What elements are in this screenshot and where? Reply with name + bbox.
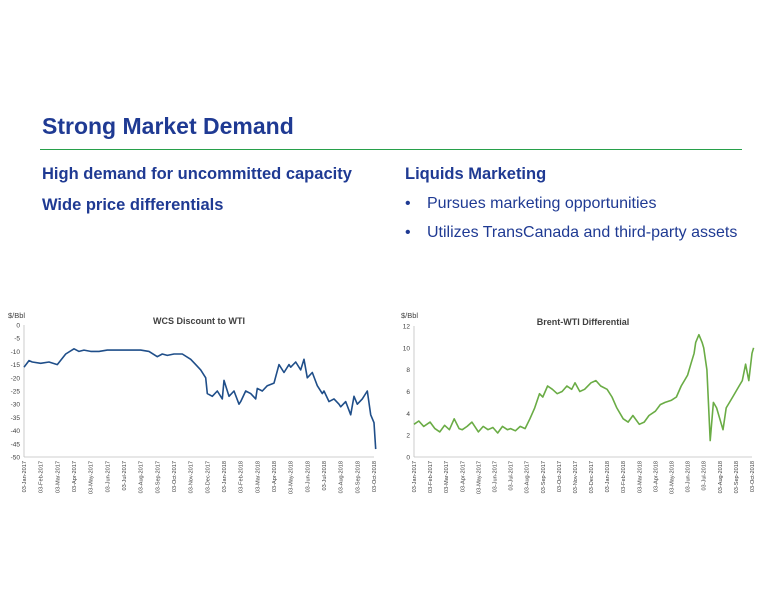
liquids-marketing-heading: Liquids Marketing [405, 165, 547, 183]
wcs-discount-chart: $/Bbl WCS Discount to WTI 0 -5 -10 -15 -20 -25 -… [0, 306, 388, 516]
x-tick-label: 03-Jan-2017 [412, 461, 418, 492]
x-tick-label: 03-May-2018 [670, 461, 676, 494]
right-column: Liquids Marketing • Pursues marketing op… [405, 164, 775, 252]
x-tick-label: 03-Sep-2018 [355, 461, 361, 493]
y-tick-label: -20 [11, 375, 21, 382]
x-tick-label: 03-May-2018 [289, 461, 295, 494]
x-tick-label: 03-Oct-2018 [372, 461, 378, 492]
x-tick-label: 03-Apr-2018 [653, 461, 659, 492]
x-tick-label: 03-Feb-2017 [428, 461, 434, 493]
x-tick-label: 03-Jul-2017 [122, 461, 128, 491]
x-tick-label: 03-Nov-2017 [573, 461, 579, 493]
y-tick-label: 4 [406, 411, 410, 418]
chart-title: Brent-WTI Differential [537, 317, 630, 327]
x-tick-label: 03-Feb-2018 [239, 461, 245, 493]
bullet-item: • Pursues marketing opportunities [405, 194, 775, 214]
x-tick-label: 03-Mar-2018 [637, 461, 643, 493]
x-tick-label: 03-Nov-2017 [189, 461, 195, 493]
y-tick-label: -25 [11, 389, 21, 396]
y-tick-label: 2 [406, 433, 410, 440]
chart-title: WCS Discount to WTI [153, 316, 245, 326]
y-tick-label: -45 [11, 441, 21, 448]
bullet-text: Pursues marketing opportunities [427, 195, 657, 212]
x-tick-label: 03-Jul-2018 [702, 461, 708, 491]
x-tick-label: 03-Aug-2017 [139, 461, 145, 493]
x-tick-label: 03-Dec-2017 [205, 461, 211, 493]
left-column: High demand for uncommitted capacity Wid… [42, 164, 382, 226]
x-tick-label: 03-Aug-2017 [525, 461, 531, 493]
wcs-discount-chart-svg: $/Bbl WCS Discount to WTI 0 -5 -10 -15 -20 -25 -… [8, 311, 378, 494]
x-tick-label: 03-Apr-2018 [272, 461, 278, 492]
x-tick-label: 03-Jul-2018 [322, 461, 328, 491]
y-tick-label: -50 [11, 455, 21, 462]
bullet-dot-icon: • [405, 195, 411, 212]
y-axis-unit-label: $/Bbl [8, 311, 25, 320]
y-tick-label: 0 [406, 455, 410, 462]
y-axis-unit-label: $/Bbl [401, 311, 418, 320]
x-tick-label: 03-May-2017 [89, 461, 95, 494]
y-tick-label: -40 [11, 428, 21, 435]
y-tick-label: 8 [406, 367, 410, 374]
y-tick-label: 12 [403, 324, 411, 331]
bullet-dot-icon: • [405, 224, 411, 241]
x-tick-label: 03-Oct-2018 [750, 461, 756, 492]
y-tick-label: -5 [14, 336, 20, 343]
x-tick-label: 03-Jan-2017 [22, 461, 28, 492]
x-tick-label: 03-Jun-2017 [105, 461, 111, 492]
x-tick-label: 03-Feb-2017 [39, 461, 45, 493]
x-tick-label: 03-Jul-2017 [509, 461, 515, 491]
y-tick-label: 0 [16, 323, 20, 330]
x-tick-label: 03-Sep-2017 [541, 461, 547, 493]
brent-wti-chart-svg: $/Bbl Brent-WTI Differential 0 2 4 6 8 10 12 03-J… [401, 311, 756, 494]
y-tick-label: -15 [11, 362, 21, 369]
y-tick-label: -10 [11, 349, 21, 356]
x-tick-label: 03-Jun-2018 [686, 461, 692, 492]
x-tick-label: 03-Mar-2018 [255, 461, 261, 493]
x-tick-label: 03-Jun-2018 [305, 461, 311, 492]
x-tick-label: 03-May-2017 [476, 461, 482, 494]
x-tick-label: 03-Sep-2018 [734, 461, 740, 493]
x-tick-label: 03-Mar-2017 [444, 461, 450, 493]
x-tick-label: 03-Aug-2018 [718, 461, 724, 493]
x-tick-label: 03-Apr-2017 [72, 461, 78, 492]
x-tick-label: 03-Dec-2017 [589, 461, 595, 493]
x-tick-label: 03-Sep-2017 [155, 461, 161, 493]
x-tick-label: 03-Mar-2017 [55, 461, 61, 493]
bullet-text: Utilizes TransCanada and third-party ass… [427, 224, 738, 241]
title-divider [40, 149, 742, 150]
bullet-item: • Utilizes TransCanada and third-party a… [405, 223, 775, 243]
series-line [413, 333, 755, 442]
x-tick-label: 03-Aug-2018 [339, 461, 345, 493]
y-tick-label: -35 [11, 415, 21, 422]
x-tick-label: 03-Jan-2018 [222, 461, 228, 492]
page-title: Strong Market Demand [42, 113, 294, 139]
y-tick-label: 10 [403, 345, 411, 352]
bullet-list: • Pursues marketing opportunities • Util… [405, 194, 775, 243]
x-tick-label: 03-Jan-2018 [605, 461, 611, 492]
x-tick-label: 03-Feb-2018 [621, 461, 627, 493]
x-tick-label: 03-Oct-2017 [172, 461, 178, 492]
left-point-2: Wide price differentials [42, 196, 224, 214]
series-line [23, 347, 377, 450]
x-tick-label: 03-Jun-2017 [492, 461, 498, 492]
left-point-1: High demand for uncommitted capacity [42, 165, 352, 183]
x-tick-label: 03-Oct-2017 [557, 461, 563, 492]
y-tick-label: -30 [11, 402, 21, 409]
x-tick-label: 03-Apr-2017 [460, 461, 466, 492]
y-tick-label: 6 [406, 389, 410, 396]
brent-wti-chart: $/Bbl Brent-WTI Differential 0 2 4 6 8 10 12 03-J… [388, 306, 776, 516]
